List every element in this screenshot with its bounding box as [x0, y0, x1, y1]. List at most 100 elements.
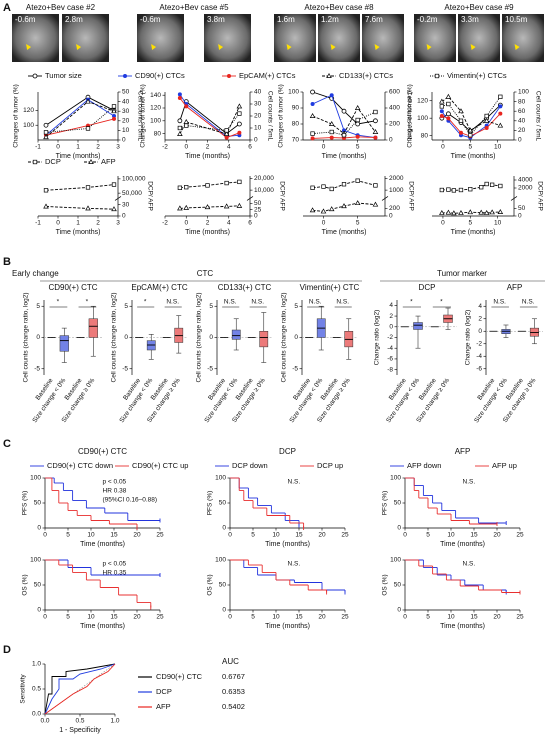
y-axis-label: Sensitivity	[20, 674, 27, 704]
series-line	[45, 206, 115, 210]
x-tick-label: 15	[110, 614, 118, 621]
point	[434, 73, 440, 79]
panel-label: A	[3, 2, 11, 14]
legend-label: CD90(+) CTC up	[132, 461, 188, 470]
box	[231, 329, 241, 340]
x-tick-label: 15	[110, 532, 118, 539]
y-tick-label: 140	[150, 92, 161, 99]
time-label: 10.5m	[505, 15, 528, 24]
y2-tick-label: 10	[122, 127, 130, 134]
y-axis-label: PFS (%)	[22, 491, 29, 516]
y2-tick-label: 400	[389, 105, 400, 112]
point	[177, 92, 182, 97]
point	[341, 182, 347, 187]
chart-title: AFP	[507, 283, 523, 292]
y-tick-label: 0	[294, 334, 298, 341]
y2-tick-label: 80	[518, 98, 526, 105]
box	[413, 322, 423, 330]
x-tick-label: 2	[96, 144, 100, 151]
y-axis-label: Change ratio (log2)	[465, 310, 472, 366]
point	[205, 183, 210, 188]
x-tick-label: 5	[468, 220, 472, 227]
point	[446, 187, 451, 192]
arrow	[151, 44, 157, 50]
x-axis-label: Time (months)	[56, 229, 101, 236]
point	[451, 188, 457, 193]
y-tick-label: -8	[387, 366, 393, 373]
x-tick-label: 0	[441, 220, 445, 227]
y-tick-label: 50	[34, 500, 42, 507]
y2-tick-label: 600	[389, 89, 400, 96]
point	[484, 113, 489, 119]
point	[483, 117, 490, 123]
x-tick-label: 10	[494, 220, 502, 227]
point	[489, 182, 495, 187]
ct-image	[204, 14, 251, 62]
x-tick-label: 25	[156, 614, 164, 621]
point	[446, 101, 451, 107]
y-axis-label: Cell counts (change ratio, log2)	[281, 293, 288, 383]
x-axis-label: Time (months)	[440, 541, 485, 548]
point	[498, 94, 503, 99]
y-tick-label: 0.5	[32, 686, 41, 693]
point	[183, 204, 190, 210]
point	[439, 209, 445, 215]
point	[32, 73, 38, 79]
point	[372, 201, 379, 207]
point	[43, 188, 49, 193]
y-axis-label: Cell counts (change ratio, log2)	[23, 293, 30, 383]
annotation: *	[86, 299, 89, 306]
x-tick-label: 0	[441, 144, 445, 151]
point	[498, 104, 503, 109]
y2-tick-label: 40	[122, 98, 130, 105]
x-axis-label: Time (months)	[440, 623, 485, 630]
section-header: Early change	[12, 269, 59, 278]
y-tick-label: 2000	[389, 175, 404, 182]
point	[372, 128, 379, 134]
point	[439, 104, 444, 109]
x-tick-label: 15	[295, 614, 303, 621]
ct-image	[414, 14, 456, 62]
point	[177, 205, 183, 211]
ct-image	[12, 14, 59, 62]
y-axis-label: Change ratio (log2)	[374, 310, 381, 366]
point	[310, 102, 315, 106]
x-tick-label: -1	[35, 144, 41, 151]
chart-title: DCP	[279, 447, 296, 456]
point	[355, 121, 361, 127]
x-tick-label: 0	[56, 220, 60, 227]
y-axis-label: PFS (%)	[382, 491, 389, 516]
y-tick-label: 100	[390, 475, 401, 482]
legend-label: Tumor size	[45, 71, 82, 80]
series-line	[179, 97, 240, 139]
point	[484, 126, 489, 130]
point	[439, 98, 445, 104]
x-tick-label: 0	[228, 614, 232, 621]
annotation: N.S.	[166, 299, 179, 306]
x-tick-label: 10	[494, 144, 502, 151]
y-tick-label: 100	[150, 118, 161, 125]
point	[468, 133, 473, 138]
point	[85, 185, 91, 190]
point	[498, 111, 503, 116]
x-tick-label: 0	[322, 144, 326, 151]
y-tick-label: -6	[476, 365, 482, 372]
annotation: N.S.	[224, 299, 237, 306]
time-label: 3.3m	[461, 15, 479, 24]
x-axis-label: Time (months)	[80, 623, 125, 630]
y-tick-label: 4000	[518, 177, 533, 184]
legend-label: AFP	[101, 157, 116, 166]
time-label: 1.6m	[277, 15, 295, 24]
x-tick-label: 0.0	[40, 718, 49, 725]
y-tick-label: 0	[222, 525, 226, 532]
y-tick-label: 50	[394, 582, 402, 589]
series-line	[179, 100, 240, 135]
axis-break	[114, 196, 122, 201]
annotation: p < 0.05	[103, 479, 127, 486]
x-tick-label: 0	[184, 220, 188, 227]
y2-tick-label: 0	[122, 137, 126, 144]
point	[446, 116, 451, 121]
y-axis-label: OS (%)	[207, 574, 214, 595]
y-axis-label: DCP/ AFP	[278, 181, 285, 211]
x-tick-label: 0	[403, 614, 407, 621]
